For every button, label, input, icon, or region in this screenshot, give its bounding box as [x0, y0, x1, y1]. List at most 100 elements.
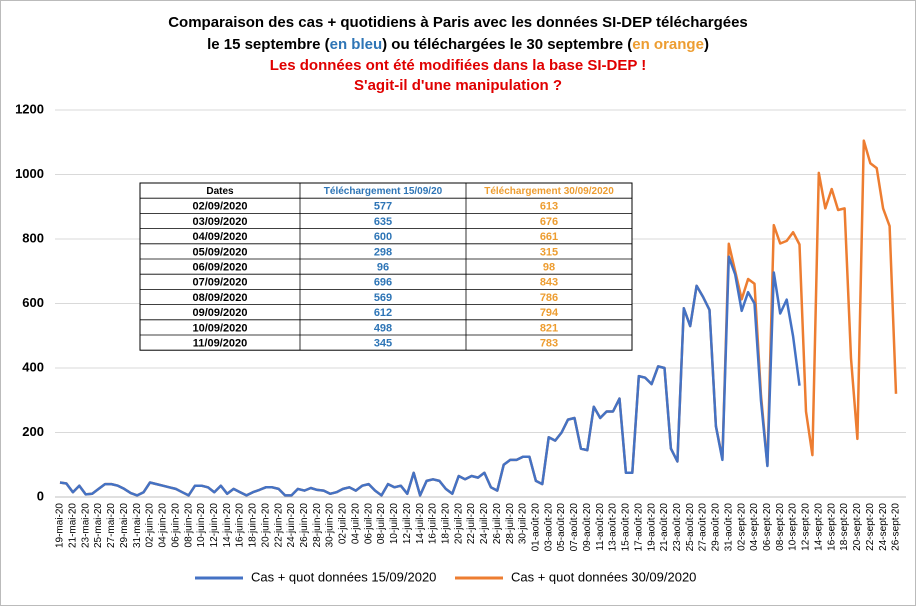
- x-tick-label: 18-juil-20: [440, 503, 451, 545]
- x-tick-label: 25-août-20: [685, 503, 696, 552]
- table-cell: 07/09/2020: [192, 277, 247, 289]
- x-tick-label: 19-août-20: [646, 503, 657, 552]
- x-tick-label: 04-juil-20: [350, 503, 361, 545]
- x-tick-label: 15-août-20: [621, 503, 632, 552]
- subtitle: Les données ont été modifiées dans la ba…: [270, 57, 647, 74]
- x-tick-label: 02-juil-20: [338, 503, 349, 545]
- x-tick-label: 16-juil-20: [428, 503, 439, 545]
- title-line: Comparaison des cas + quotidiens à Paris…: [168, 14, 748, 31]
- x-tick-label: 16-sept-20: [826, 503, 837, 551]
- x-tick-label: 26-sept-20: [891, 503, 902, 551]
- table-cell: 03/09/2020: [192, 216, 247, 228]
- x-tick-label: 29-août-20: [711, 503, 722, 552]
- table-cell: 298: [374, 246, 392, 258]
- series-line: [59, 255, 801, 497]
- x-tick-label: 07-août-20: [569, 503, 580, 552]
- x-tick-label: 06-sept-20: [762, 503, 773, 551]
- table-cell: 635: [374, 216, 392, 228]
- table-cell: 612: [374, 307, 392, 319]
- table-cell: 05/09/2020: [192, 246, 247, 258]
- x-tick-label: 04-sept-20: [749, 503, 760, 551]
- y-tick-label: 1200: [15, 101, 44, 116]
- x-tick-label: 20-sept-20: [852, 503, 863, 551]
- x-tick-label: 14-juil-20: [415, 503, 426, 545]
- x-tick-label: 30-juin-20: [325, 503, 336, 548]
- y-tick-label: 400: [22, 359, 44, 374]
- x-tick-label: 29-mai-20: [119, 503, 130, 548]
- table-cell: 613: [540, 201, 558, 213]
- y-tick-label: 200: [22, 424, 44, 439]
- table-cell: 577: [374, 201, 392, 213]
- table-cell: 569: [374, 292, 392, 304]
- title-line: le 15 septembre (en bleu) ou téléchargée…: [207, 36, 709, 53]
- x-tick-label: 22-juin-20: [273, 503, 284, 548]
- x-tick-label: 11-août-20: [595, 503, 606, 551]
- x-tick-label: 27-août-20: [698, 503, 709, 552]
- table-cell: 786: [540, 292, 558, 304]
- table-cell: 783: [540, 338, 558, 350]
- x-tick-label: 09-août-20: [582, 503, 593, 552]
- x-tick-label: 06-juin-20: [170, 503, 181, 548]
- x-tick-label: 22-juil-20: [466, 503, 477, 545]
- x-tick-label: 12-sept-20: [801, 503, 812, 551]
- y-tick-label: 800: [22, 230, 44, 245]
- table-cell: 794: [540, 307, 559, 319]
- table-cell: 600: [374, 231, 392, 243]
- table-cell: 345: [374, 338, 392, 350]
- y-tick-label: 0: [37, 488, 44, 503]
- x-tick-label: 10-juin-20: [196, 503, 207, 548]
- title-part: le 15 septembre (: [207, 36, 330, 53]
- table-cell: 498: [374, 322, 392, 334]
- x-tick-label: 10-sept-20: [788, 503, 799, 551]
- table-cell: 08/09/2020: [192, 292, 247, 304]
- x-tick-label: 03-août-20: [543, 503, 554, 552]
- table-cell: 696: [374, 277, 392, 289]
- table-cell: 676: [540, 216, 558, 228]
- x-tick-label: 17-août-20: [633, 503, 644, 552]
- table-cell: 96: [377, 262, 389, 274]
- x-tick-label: 05-août-20: [556, 503, 567, 552]
- table-bg: [139, 182, 633, 351]
- x-tick-label: 19-mai-20: [55, 503, 66, 548]
- x-tick-label: 08-juin-20: [183, 503, 194, 548]
- table-cell: 11/09/2020: [193, 338, 247, 350]
- table-cell: 06/09/2020: [192, 262, 247, 274]
- x-tick-label: 20-juin-20: [260, 503, 271, 548]
- x-tick-label: 02-juin-20: [145, 503, 156, 548]
- x-tick-label: 12-juin-20: [209, 503, 220, 548]
- table-header: Dates: [206, 186, 234, 197]
- table-cell: 843: [540, 277, 558, 289]
- x-tick-label: 14-sept-20: [813, 503, 824, 551]
- x-tick-label: 30-juil-20: [518, 503, 529, 545]
- x-tick-label: 13-août-20: [608, 503, 619, 552]
- x-tick-label: 21-août-20: [659, 503, 670, 552]
- x-tick-label: 21-mai-20: [68, 503, 79, 548]
- x-tick-label: 18-juin-20: [248, 503, 259, 548]
- table-cell: 821: [540, 322, 558, 334]
- x-tick-label: 14-juin-20: [222, 503, 233, 548]
- x-tick-label: 24-juil-20: [479, 503, 490, 545]
- x-tick-label: 12-juil-20: [402, 503, 413, 545]
- x-tick-label: 25-mai-20: [93, 503, 104, 548]
- table-header: Téléchargement 30/09/2020: [484, 186, 614, 197]
- x-tick-label: 24-sept-20: [878, 503, 889, 551]
- x-tick-label: 26-juin-20: [299, 503, 310, 548]
- x-tick-label: 28-juil-20: [505, 503, 516, 545]
- x-tick-label: 08-sept-20: [775, 503, 786, 551]
- table-cell: 04/09/2020: [192, 231, 247, 243]
- x-tick-label: 22-sept-20: [865, 503, 876, 551]
- legend-label: Cas + quot données 30/09/2020: [511, 569, 696, 584]
- table-cell: 661: [540, 231, 558, 243]
- title-part: ): [704, 36, 709, 53]
- x-tick-label: 16-juin-20: [235, 503, 246, 548]
- x-tick-label: 24-juin-20: [286, 503, 297, 548]
- title-part: en bleu: [330, 36, 383, 53]
- x-tick-label: 01-août-20: [531, 503, 542, 552]
- y-tick-label: 1000: [15, 166, 44, 181]
- x-tick-label: 02-sept-20: [736, 503, 747, 551]
- table-cell: 315: [540, 246, 558, 258]
- x-tick-label: 31-août-20: [723, 503, 734, 552]
- x-tick-label: 27-mai-20: [106, 503, 117, 548]
- table-header: Téléchargement 15/09/20: [324, 186, 443, 197]
